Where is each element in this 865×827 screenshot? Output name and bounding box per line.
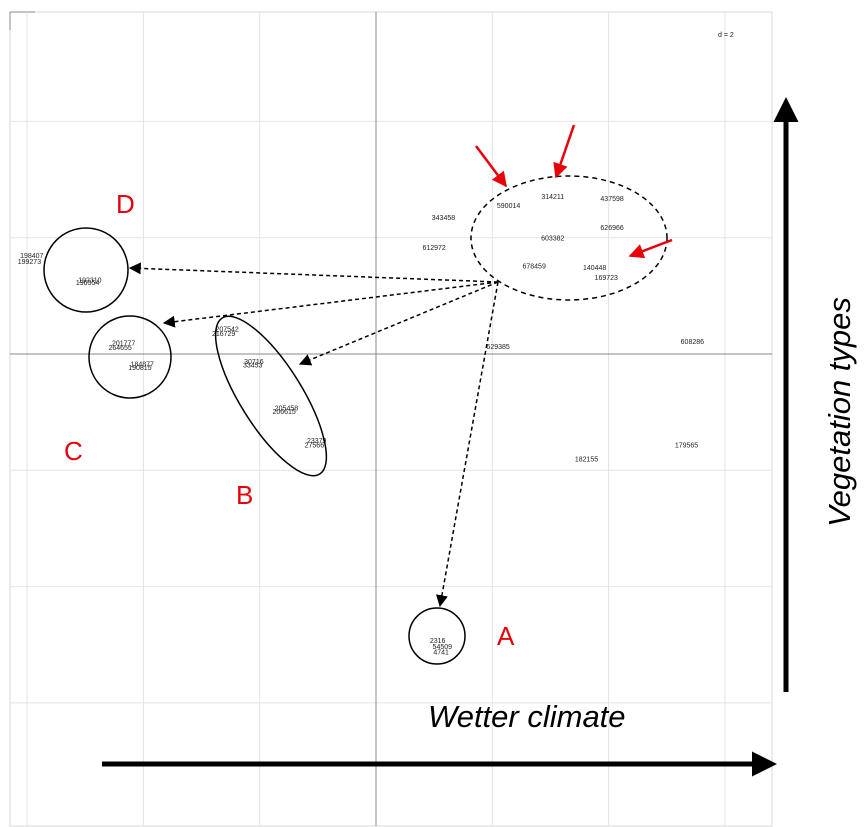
arrow-to-c (162, 281, 499, 328)
x-annotation-label: Wetter climate (428, 699, 626, 734)
red-pointer-arrows (475, 124, 673, 259)
group-label-a: A (497, 621, 515, 651)
pt-590014: 590014 (497, 203, 520, 210)
pt-343458: 343458 (432, 215, 455, 222)
plot-background (9, 11, 773, 827)
pt-54509: 54509 (433, 644, 453, 651)
group-labels: D C B A (64, 189, 515, 651)
group-label-b: B (236, 480, 253, 510)
pt-27566: 27566 (305, 443, 325, 450)
group-b-ellipse (214, 315, 328, 477)
arrow-to-b (298, 281, 499, 366)
pt-198407: 198407 (20, 253, 43, 260)
pt-4741: 4741 (433, 650, 449, 657)
arrow-to-d (128, 262, 499, 283)
pt-169723: 169723 (595, 275, 618, 282)
pt-179565: 179565 (675, 443, 698, 450)
pt-206615: 206615 (272, 409, 295, 416)
pt-216729: 216729 (212, 331, 235, 338)
pt-626966: 626966 (600, 225, 623, 232)
group-a-circle (408, 607, 466, 665)
corner-tick (9, 11, 35, 30)
scale-label: d = 2 (718, 32, 734, 39)
pt-629385: 629385 (486, 344, 509, 351)
pt-190815: 190815 (128, 365, 151, 372)
pt-603382: 603382 (541, 236, 564, 243)
pt-140448: 140448 (583, 265, 606, 272)
y-annotation-label: Vegetation types (822, 297, 857, 527)
grid-lines (10, 12, 772, 826)
transition-arrows (128, 262, 499, 608)
pt-182155: 182155 (575, 457, 598, 464)
red-arrow-1 (475, 145, 507, 188)
group-label-d: D (116, 189, 135, 219)
pt-201777: 201777 (112, 340, 135, 347)
pt-23379: 23379 (307, 438, 327, 445)
point-labels: 590014 314211 437598 343458 626966 603382 6129… (18, 194, 704, 657)
pt-199273: 199273 (18, 259, 41, 266)
red-arrow-3 (628, 238, 673, 259)
group-d-circle (43, 227, 129, 313)
red-arrow-2 (553, 124, 576, 179)
pt-437598: 437598 (600, 196, 623, 203)
pt-33453: 33453 (243, 362, 263, 369)
pt-612972: 612972 (422, 245, 445, 252)
pt-196554: 196554 (76, 280, 99, 287)
pt-207542: 207542 (215, 326, 238, 333)
arrow-to-a (435, 281, 499, 608)
pt-678459: 678459 (522, 264, 545, 271)
pt-192310: 192310 (78, 278, 101, 285)
pt-608286: 608286 (681, 339, 704, 346)
pt-184877: 184877 (131, 361, 154, 368)
group-outlines (43, 175, 668, 665)
pt-314211: 314211 (541, 194, 564, 201)
source-cluster-ellipse (470, 175, 668, 301)
pt-30716: 30716 (244, 359, 264, 366)
plot-frame (9, 11, 773, 827)
pt-264655: 264655 (108, 345, 131, 352)
pt-205458: 205458 (275, 406, 298, 413)
group-c-circle (88, 315, 172, 399)
group-label-c: C (64, 436, 83, 466)
pt-2316: 2316 (430, 638, 446, 645)
